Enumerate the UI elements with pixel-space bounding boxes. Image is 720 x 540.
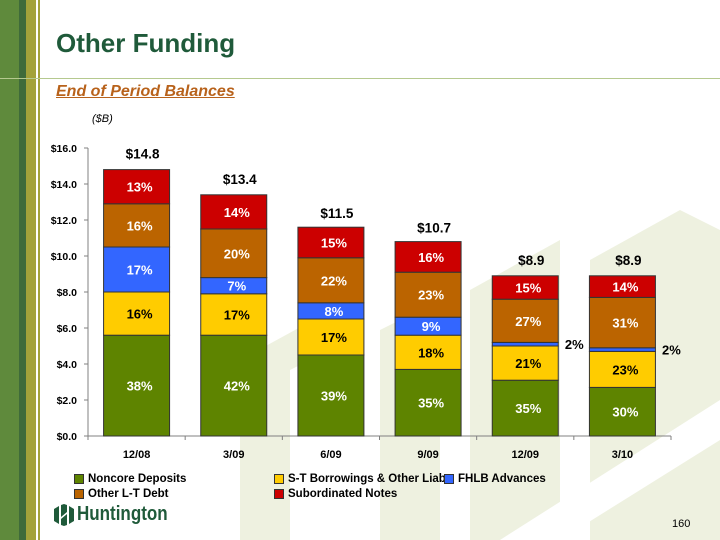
segment-label-stb: 16%: [127, 307, 153, 322]
bar-total-label: $13.4: [223, 172, 257, 187]
bar-segment-other_lt: [394, 271, 462, 318]
segment-label-stb: 23%: [612, 362, 638, 377]
legend-swatch-fhlb: [444, 474, 454, 484]
segment-label-noncore: 35%: [515, 401, 541, 416]
decor-stripe-dark-green: [19, 0, 26, 540]
bar-segment-fhlb: [103, 246, 171, 293]
legend-swatch-subnotes: [274, 489, 284, 499]
bar-segment-noncore: [491, 379, 559, 437]
segment-label-fhlb: 8%: [325, 304, 344, 319]
decor-stripe-olive: [26, 0, 36, 540]
segment-label-subnotes: 14%: [612, 280, 638, 295]
bar-segment-noncore: [200, 334, 268, 437]
y-tick-label: $16.0: [51, 143, 77, 155]
legend-label-fhlb: FHLB Advances: [458, 473, 546, 485]
legend-item-stb: S-T Borrowings & Other Liab.: [274, 473, 449, 485]
bar-total-label: $14.8: [126, 147, 160, 162]
segment-label-noncore: 30%: [612, 405, 638, 420]
y-tick-label: $4.0: [57, 359, 78, 371]
bar-segment-stb: [200, 293, 268, 336]
decor-stripe-green: [0, 0, 19, 540]
segment-label-subnotes: 14%: [224, 205, 250, 220]
bar-segment-subnotes: [103, 169, 171, 205]
legend-label-noncore: Noncore Deposits: [88, 473, 187, 485]
legend-item-fhlb: FHLB Advances: [444, 473, 546, 485]
x-tick-label: 6/09: [320, 449, 341, 461]
segment-label-noncore: 35%: [418, 396, 444, 411]
segment-label-other_lt: 23%: [418, 288, 444, 303]
bar-segment-subnotes: [394, 241, 462, 273]
units-label: ($B): [92, 113, 113, 125]
x-tick-label: 12/08: [123, 449, 151, 461]
x-tick-label: 3/10: [612, 449, 633, 461]
segment-label-noncore: 42%: [224, 379, 250, 394]
bar-segment-other_lt: [297, 257, 365, 304]
y-tick-label: $8.0: [57, 287, 78, 299]
segment-label-fhlb: 2%: [662, 343, 681, 358]
bar-segment-subnotes: [297, 226, 365, 259]
segment-label-other_lt: 27%: [515, 314, 541, 329]
logo-text: Huntington: [77, 503, 168, 525]
page-subtitle: End of Period Balances: [56, 83, 235, 100]
bar-segment-fhlb: [491, 341, 559, 347]
page-number: 160: [672, 518, 691, 530]
legend-label-subnotes: Subordinated Notes: [288, 488, 398, 500]
segment-label-other_lt: 22%: [321, 273, 347, 288]
decor-stripe-thin-olive: [38, 0, 40, 540]
x-tick-label: 9/09: [417, 449, 438, 461]
segment-label-noncore: 38%: [127, 379, 153, 394]
legend-item-noncore: Noncore Deposits: [74, 473, 186, 485]
bar-segment-subnotes: [588, 275, 656, 298]
segment-label-subnotes: 13%: [127, 180, 153, 195]
segment-label-subnotes: 15%: [321, 236, 347, 251]
legend-swatch-noncore: [74, 474, 84, 484]
x-tick-label: 12/09: [511, 449, 539, 461]
bar-segment-stb: [491, 345, 559, 381]
segment-label-stb: 17%: [321, 330, 347, 345]
bar-segment-subnotes: [200, 194, 268, 230]
legend-item-other-lt: Other L-T Debt: [74, 488, 169, 500]
bar-total-label: $8.9: [615, 253, 641, 268]
bar-total-label: $8.9: [518, 253, 544, 268]
y-tick-label: $2.0: [57, 395, 78, 407]
y-tick-label: $0.0: [57, 431, 78, 443]
segment-label-stb: 17%: [224, 308, 250, 323]
segment-label-subnotes: 16%: [418, 250, 444, 265]
bar-segment-fhlb: [588, 347, 656, 352]
bar-segment-stb: [103, 291, 171, 336]
huntington-logo-icon: [54, 503, 74, 526]
bar-segment-noncore: [588, 386, 656, 437]
bar-segment-subnotes: [491, 275, 559, 300]
segment-label-fhlb: 9%: [422, 319, 441, 334]
segment-label-other_lt: 31%: [612, 316, 638, 331]
segment-label-noncore: 39%: [321, 389, 347, 404]
y-tick-label: $10.0: [51, 251, 77, 263]
legend-item-subnotes: Subordinated Notes: [274, 488, 397, 500]
x-tick-label: 3/09: [223, 449, 244, 461]
bar-total-label: $10.7: [417, 220, 451, 235]
segment-label-other_lt: 20%: [224, 246, 250, 261]
legend-label-stb: S-T Borrowings & Other Liab.: [288, 473, 450, 485]
y-tick-label: $6.0: [57, 323, 78, 335]
segment-label-subnotes: 15%: [515, 281, 541, 296]
legend-swatch-stb: [274, 474, 284, 484]
header-divider: [0, 78, 720, 79]
segment-label-stb: 21%: [515, 356, 541, 371]
bar-segment-other_lt: [103, 203, 171, 248]
legend-swatch-other-lt: [74, 489, 84, 499]
page-title: Other Funding: [56, 28, 236, 58]
bar-total-label: $11.5: [320, 206, 354, 221]
y-tick-label: $12.0: [51, 215, 77, 227]
segment-label-other_lt: 16%: [127, 218, 153, 233]
huntington-logo: Huntington: [54, 503, 184, 526]
segment-label-fhlb: 17%: [127, 263, 153, 278]
segment-label-fhlb: 2%: [565, 337, 584, 352]
bar-segment-noncore: [394, 368, 462, 437]
segment-label-stb: 18%: [418, 345, 444, 360]
segment-label-fhlb: 7%: [227, 279, 246, 294]
bar-segment-noncore: [297, 354, 365, 437]
y-tick-label: $14.0: [51, 179, 77, 191]
legend-label-other-lt: Other L-T Debt: [88, 488, 169, 500]
